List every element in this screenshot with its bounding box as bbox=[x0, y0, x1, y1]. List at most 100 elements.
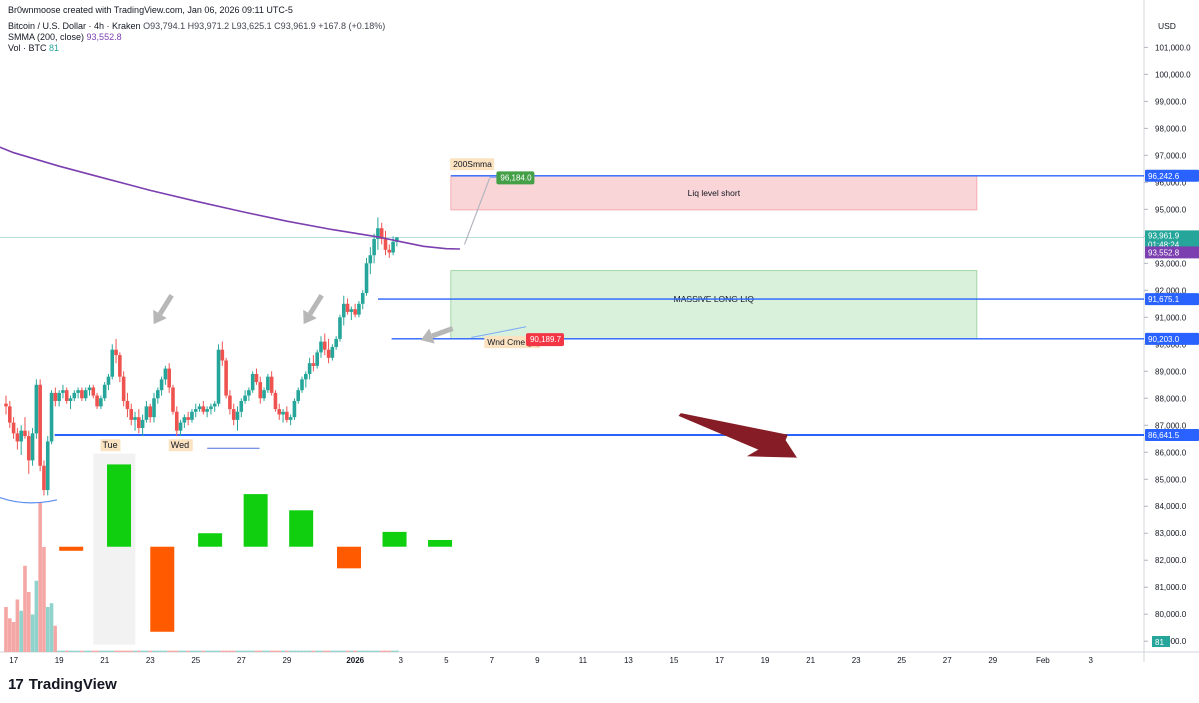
volume-bar bbox=[53, 625, 58, 652]
ohlc-values: O93,794.1 H93,971.2 L93,625.1 C93,961.9 … bbox=[143, 21, 386, 31]
level-axis-badge bbox=[1145, 169, 1199, 182]
time-tick-label: 25 bbox=[191, 656, 200, 665]
time-tick-label: 27 bbox=[237, 656, 246, 665]
smma-line bbox=[0, 146, 461, 250]
volume-bar bbox=[15, 599, 20, 652]
time-tick-label: 3 bbox=[1088, 656, 1093, 665]
time-tick-label: 29 bbox=[988, 656, 997, 665]
level-axis-label: 91,675.1 bbox=[1148, 295, 1180, 304]
candle-body bbox=[163, 368, 168, 380]
candle-body bbox=[61, 390, 65, 393]
candle-body bbox=[137, 417, 141, 428]
candle-body bbox=[7, 406, 12, 423]
volume-bar bbox=[26, 592, 31, 652]
time-tick-label: 2026 bbox=[346, 656, 364, 665]
candle-body bbox=[197, 406, 202, 410]
symbol-name: Bitcoin / U.S. Dollar · 4h · Kraken bbox=[8, 21, 141, 31]
candle-body bbox=[57, 392, 61, 401]
candle-body bbox=[209, 406, 213, 410]
level-axis-label: 96,242.6 bbox=[1148, 172, 1180, 181]
price-tick-label: 101,000.0 bbox=[1155, 43, 1191, 52]
candle-body bbox=[269, 376, 274, 393]
candle-body bbox=[231, 409, 236, 420]
candle-body bbox=[300, 379, 304, 391]
arrow-head bbox=[420, 328, 435, 344]
time-tick-label: 11 bbox=[579, 656, 588, 665]
candle-body bbox=[334, 338, 338, 347]
candle-body bbox=[304, 373, 308, 380]
annotation-text: Wnd Cme gap bbox=[487, 337, 542, 347]
volume-bar bbox=[19, 610, 23, 652]
candle-body bbox=[357, 303, 361, 315]
time-tick-label: 25 bbox=[897, 656, 906, 665]
time-tick-label: 9 bbox=[535, 656, 540, 665]
candle-body bbox=[15, 433, 20, 442]
candle-body bbox=[133, 417, 137, 420]
candle-body bbox=[315, 352, 319, 366]
candle-body bbox=[250, 373, 255, 391]
projection-day-label: Tue bbox=[102, 440, 117, 450]
price-tick-label: 84,000.0 bbox=[1155, 502, 1187, 511]
candle-body bbox=[391, 241, 395, 253]
candle-body bbox=[205, 409, 209, 412]
candle-body bbox=[341, 303, 346, 318]
arrow-shaft bbox=[157, 294, 174, 316]
projection-bar bbox=[107, 464, 132, 547]
projection-day-badge bbox=[168, 439, 193, 452]
time-tick-label: 27 bbox=[943, 656, 952, 665]
volume-bar bbox=[42, 547, 46, 652]
tag-connector-line bbox=[471, 326, 527, 339]
time-tick-label: 17 bbox=[9, 656, 18, 665]
bar-countdown-label: 01:48:24 bbox=[1148, 240, 1180, 249]
level-axis-badge bbox=[1145, 332, 1199, 345]
candle-body bbox=[228, 395, 232, 410]
candle-body bbox=[91, 387, 96, 396]
candle-body bbox=[121, 376, 126, 401]
candle-body bbox=[167, 368, 171, 388]
candle-body bbox=[87, 387, 92, 391]
projection-bar bbox=[289, 510, 314, 547]
tradingview-logo[interactable]: 17 TradingView bbox=[8, 676, 117, 693]
candle-body bbox=[23, 430, 27, 437]
volume-bar bbox=[34, 580, 39, 652]
projection-bar bbox=[382, 531, 407, 547]
smma-label: SMMA (200, close) bbox=[8, 32, 85, 42]
candle-body bbox=[19, 430, 23, 442]
current-price-axis-label: 93,961.9 bbox=[1148, 231, 1180, 240]
smma-legend[interactable]: SMMA (200, close) 93,552.8 bbox=[8, 32, 122, 42]
candle-body bbox=[99, 398, 103, 407]
price-tick-label: 95,000.0 bbox=[1155, 205, 1187, 214]
candle-body bbox=[114, 349, 118, 356]
candle-body bbox=[387, 249, 392, 253]
price-tick-label: 92,000.0 bbox=[1155, 286, 1187, 295]
candle-body bbox=[262, 390, 266, 399]
time-tick-label: 23 bbox=[852, 656, 861, 665]
candle-body bbox=[395, 237, 399, 242]
volume-bar bbox=[11, 622, 16, 652]
candle-body bbox=[243, 395, 247, 401]
symbol-legend[interactable]: Bitcoin / U.S. Dollar · 4h · Kraken O93,… bbox=[8, 21, 385, 31]
volume-bar bbox=[45, 607, 50, 652]
candle-body bbox=[201, 406, 206, 412]
candle-body bbox=[102, 384, 107, 399]
price-tick-label: 80,000.0 bbox=[1155, 610, 1187, 619]
price-target-tag bbox=[496, 171, 535, 185]
price-tick-label: 83,000.0 bbox=[1155, 529, 1187, 538]
candle-body bbox=[296, 390, 301, 401]
arrow-shaft bbox=[431, 326, 454, 339]
candle-body bbox=[178, 422, 183, 431]
candle-body bbox=[34, 384, 39, 434]
volume-legend[interactable]: Vol · BTC 81 bbox=[8, 43, 59, 53]
candle-body bbox=[319, 341, 323, 353]
zone-label: Liq level short bbox=[688, 188, 741, 198]
candle-body bbox=[68, 398, 73, 401]
candle-body bbox=[383, 239, 388, 250]
candle-body bbox=[26, 436, 31, 461]
current-price-axis-badge bbox=[1145, 230, 1199, 251]
candle-body bbox=[159, 379, 164, 391]
volume-value: 81 bbox=[49, 43, 60, 53]
level-axis-badge bbox=[1145, 293, 1199, 306]
candle-body bbox=[125, 400, 130, 410]
time-tick-label: 19 bbox=[55, 656, 64, 665]
